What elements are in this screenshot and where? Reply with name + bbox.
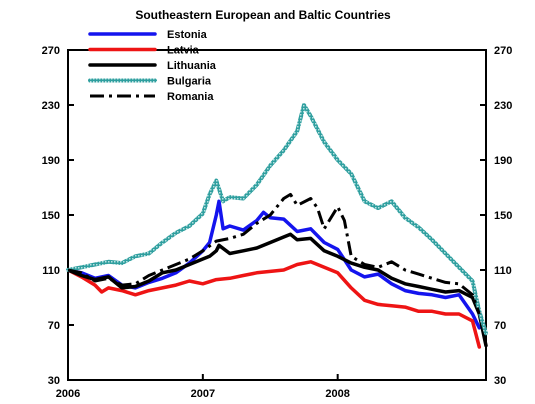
y-tick-label-left: 70	[48, 320, 60, 332]
y-tick-label-right: 230	[494, 100, 512, 112]
series-line-bulgaria	[66, 103, 488, 336]
legend-label-latvia: Latvia	[167, 45, 200, 57]
y-tick-label-left: 30	[48, 375, 60, 387]
y-tick-label-right: 70	[494, 320, 506, 332]
legend: Estonia Latvia Lithuania Bulgaria Romania	[88, 29, 217, 103]
y-tick-label-right: 30	[494, 375, 506, 387]
legend-label-bulgaria: Bulgaria	[167, 76, 212, 88]
y-tick-label-left: 150	[42, 210, 60, 222]
x-tick-label: 2006	[56, 388, 80, 400]
series-line-estonia	[66, 199, 482, 330]
series-line-lithuania	[66, 232, 488, 348]
legend-label-lithuania: Lithuania	[167, 60, 217, 72]
series-line-romania	[67, 192, 481, 315]
y-tick-label-left: 230	[42, 100, 60, 112]
chart-title: Southeastern European and Baltic Countri…	[135, 8, 391, 22]
legend-label-estonia: Estonia	[167, 29, 208, 41]
y-tick-label-right: 190	[494, 155, 512, 167]
y-tick-label-left: 110	[42, 265, 60, 277]
series-layer	[66, 103, 488, 349]
legend-label-romania: Romania	[167, 91, 214, 103]
y-axis-left: 30 70 110 150 190 230 270	[42, 45, 74, 387]
y-tick-label-right: 270	[494, 45, 512, 57]
y-axis-right: 30 70 110 150 190 230 270	[480, 45, 512, 387]
x-tick-label: 2008	[325, 388, 349, 400]
y-tick-label-right: 150	[494, 210, 512, 222]
y-tick-label-left: 190	[42, 155, 60, 167]
plot-frame	[67, 49, 487, 381]
x-tick-label: 2007	[191, 388, 215, 400]
y-tick-label-right: 110	[494, 265, 512, 277]
series-line-latvia	[66, 260, 482, 349]
y-tick-label-left: 270	[42, 45, 60, 57]
x-axis: 2006 2007 2008	[56, 374, 350, 400]
